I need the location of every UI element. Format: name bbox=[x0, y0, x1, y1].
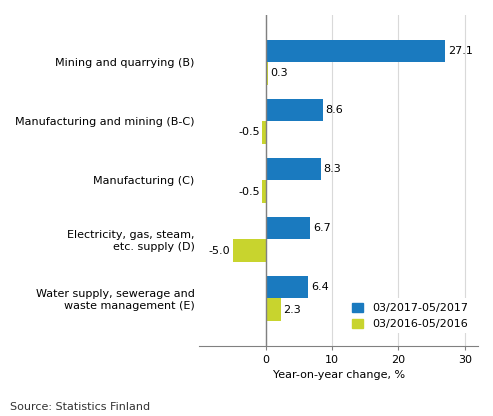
X-axis label: Year-on-year change, %: Year-on-year change, % bbox=[273, 370, 405, 380]
Text: -5.0: -5.0 bbox=[208, 245, 230, 255]
Text: 6.4: 6.4 bbox=[311, 282, 328, 292]
Text: -0.5: -0.5 bbox=[238, 186, 260, 196]
Bar bbox=[233, 239, 266, 262]
Bar bbox=[266, 276, 308, 298]
Bar bbox=[266, 158, 321, 180]
Text: 27.1: 27.1 bbox=[448, 46, 473, 56]
Bar bbox=[262, 180, 266, 203]
Legend: 03/2017-05/2017, 03/2016-05/2016: 03/2017-05/2017, 03/2016-05/2016 bbox=[348, 298, 472, 334]
Bar bbox=[262, 121, 266, 144]
Text: -0.5: -0.5 bbox=[238, 127, 260, 137]
Bar bbox=[266, 40, 446, 62]
Text: 8.6: 8.6 bbox=[325, 105, 343, 115]
Bar bbox=[266, 298, 281, 321]
Bar bbox=[266, 62, 268, 85]
Text: 2.3: 2.3 bbox=[283, 305, 301, 314]
Text: 0.3: 0.3 bbox=[270, 69, 288, 79]
Text: 6.7: 6.7 bbox=[313, 223, 331, 233]
Text: 8.3: 8.3 bbox=[323, 164, 341, 174]
Bar bbox=[266, 217, 310, 239]
Bar bbox=[266, 99, 323, 121]
Text: Source: Statistics Finland: Source: Statistics Finland bbox=[10, 402, 150, 412]
